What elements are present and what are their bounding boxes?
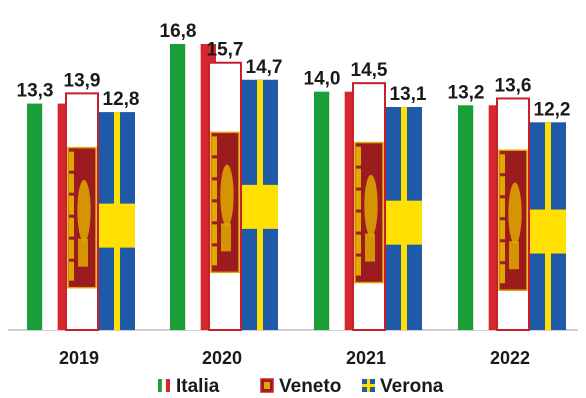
legend-item-verona: Verona bbox=[362, 376, 444, 397]
bar-verona-2019 bbox=[99, 112, 135, 330]
legend-item-italia: Italia bbox=[158, 376, 220, 397]
legend-swatch-italia bbox=[158, 378, 170, 393]
value-label-verona-2021: 13,1 bbox=[390, 84, 427, 105]
value-label-veneto-2022: 13,6 bbox=[495, 75, 532, 96]
bar-veneto-2019 bbox=[65, 92, 99, 331]
value-label-veneto-2019: 13,9 bbox=[64, 70, 101, 91]
bar-veneto-2020 bbox=[208, 61, 242, 331]
x-tick-2022: 2022 bbox=[490, 348, 530, 368]
value-label-italia-2021: 14,0 bbox=[304, 69, 341, 90]
bar-veneto-2022 bbox=[496, 97, 530, 331]
value-label-italia-2020: 16,8 bbox=[160, 21, 197, 42]
legend: Italia Veneto Verona bbox=[158, 376, 444, 397]
value-label-verona-2019: 12,8 bbox=[103, 89, 140, 110]
legend-label-italia: Italia bbox=[176, 376, 220, 397]
x-tick-2021: 2021 bbox=[346, 348, 386, 368]
value-label-italia-2019: 13,3 bbox=[17, 81, 54, 102]
value-label-italia-2022: 13,2 bbox=[448, 82, 485, 103]
legend-label-verona: Verona bbox=[380, 376, 444, 397]
value-labels-layer: 13,3 13,912,8 16,8 15,714,7 14,0 14,513,1 13,2… bbox=[17, 21, 571, 120]
x-tick-2020: 2020 bbox=[202, 348, 242, 368]
bar-veneto-2021 bbox=[352, 82, 386, 332]
value-label-verona-2022: 12,2 bbox=[534, 99, 571, 120]
bar-verona-2022 bbox=[530, 122, 566, 330]
x-tick-labels-layer: 2019 2020 2021 2022 bbox=[59, 348, 530, 368]
bar-verona-2021 bbox=[386, 106, 422, 330]
x-tick-2019: 2019 bbox=[59, 348, 99, 368]
value-label-veneto-2020: 15,7 bbox=[207, 40, 244, 61]
bar-verona-2020 bbox=[242, 79, 278, 330]
legend-label-veneto: Veneto bbox=[279, 376, 341, 397]
legend-swatch-veneto bbox=[260, 378, 274, 393]
value-label-verona-2020: 14,7 bbox=[246, 57, 283, 78]
value-label-veneto-2021: 14,5 bbox=[351, 60, 388, 81]
legend-item-veneto: Veneto bbox=[260, 376, 341, 397]
bars-layer bbox=[27, 44, 566, 332]
legend-swatch-verona bbox=[362, 379, 375, 392]
